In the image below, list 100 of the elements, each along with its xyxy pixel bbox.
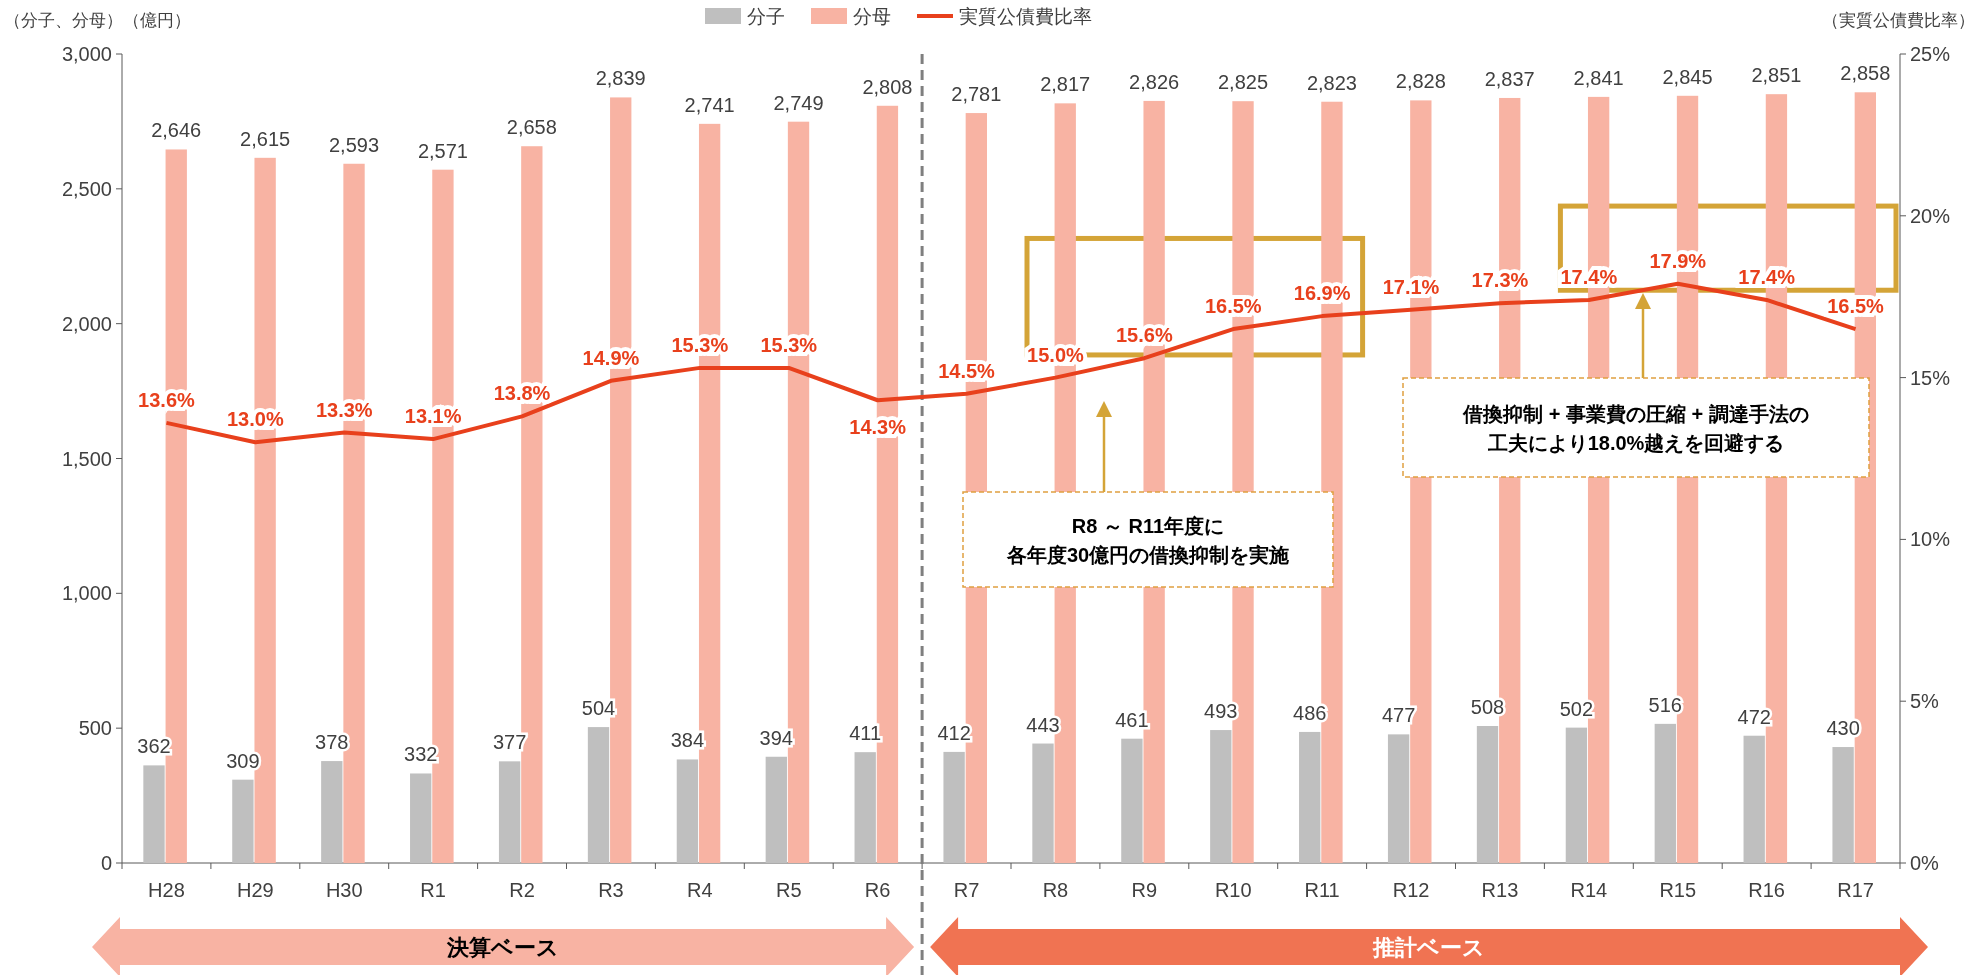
data-label: 516 [1648,693,1682,716]
data-label: 17.3% [1471,269,1529,292]
data-label: 2,845 [1662,65,1713,88]
bar [410,773,432,863]
data-label: 13.8% [493,382,551,405]
bar [1299,731,1321,863]
data-label: 2,615 [240,127,291,150]
data-label: 309 [226,749,260,772]
y2-tick-label: 15% [1910,366,1951,389]
y2-tick-label: 0% [1910,852,1940,874]
data-label: 16.9% [1293,282,1351,305]
x-tick-label: R13 [1481,879,1519,901]
data-label: 14.5% [938,359,996,382]
data-label: 332 [404,743,438,766]
x-tick-label: R12 [1392,879,1430,901]
bar [1032,743,1054,863]
data-label: 2,828 [1395,70,1446,93]
data-label: 2,749 [773,91,824,114]
x-tick-label: R7 [953,879,980,901]
x-tick-label: R14 [1570,879,1608,901]
bar [1476,726,1499,863]
data-label: 2,571 [417,139,468,162]
data-label: 493 [1204,700,1238,723]
y-tick-label: 1,000 [61,582,112,605]
x-tick-label: H29 [237,879,274,901]
bar [143,765,165,863]
x-tick-label: R16 [1748,879,1785,901]
x-tick-label: R1 [420,879,446,901]
y2-tick-label: 5% [1910,690,1940,713]
y2-tick-label: 20% [1910,204,1951,227]
data-label: 17.1% [1382,275,1440,298]
data-label: 377 [492,731,527,754]
data-label: 2,741 [684,93,735,116]
data-label: 502 [1559,697,1594,720]
data-label: 362 [137,735,171,758]
data-label: 486 [1293,701,1327,724]
data-label: 412 [937,721,971,744]
bar [498,761,521,863]
data-label: 2,593 [329,133,380,156]
bar [1121,738,1143,863]
x-tick-label: R10 [1214,879,1252,901]
data-label: 378 [315,731,349,754]
bar [943,751,965,863]
data-label: 411 [849,722,882,745]
data-label: 2,839 [595,67,646,90]
data-label: 430 [1826,717,1860,740]
bar [1743,735,1765,863]
x-tick-label: R9 [1131,879,1158,901]
data-label: 13.0% [226,408,284,431]
x-tick-label: R4 [687,879,713,901]
y-tick-label: 2,500 [61,177,112,200]
data-label: 17.4% [1738,265,1796,288]
y2-axis-title: （実質公債費比率） [1822,11,1975,30]
data-label: 2,781 [951,83,1002,106]
data-label: 2,825 [1218,71,1269,94]
y-axis-title: （分子、分母）（億円） [4,11,191,30]
data-label: 16.5% [1204,295,1262,318]
bar [854,752,876,863]
bar [587,727,610,863]
legend-label: 実質公債費比率 [959,6,1092,27]
data-label: 14.3% [849,416,907,439]
x-tick-label: R15 [1659,879,1697,901]
data-label: 13.6% [138,388,196,411]
data-label: 2,858 [1840,62,1891,85]
bar [1387,734,1410,863]
data-label: 16.5% [1827,295,1885,318]
bar [765,756,787,863]
x-tick-label: R6 [864,879,891,901]
data-label: 2,658 [506,116,557,139]
data-label: 477 [1381,704,1416,727]
y2-tick-label: 10% [1910,528,1951,551]
data-label: 2,826 [1129,70,1180,93]
y-tick-label: 0 [100,852,112,874]
data-label: 2,841 [1573,66,1624,89]
y2-tick-label: 25% [1910,43,1951,65]
bar [676,759,699,863]
x-tick-label: R5 [775,879,802,901]
data-label: 13.1% [404,405,462,428]
data-label: 384 [670,729,705,752]
bar [321,761,343,863]
legend-label: 分母 [853,6,891,27]
data-label: 17.9% [1649,249,1707,272]
bar [1565,727,1588,863]
bar [1832,747,1854,863]
y-tick-label: 3,000 [61,43,112,65]
data-label: 461 [1115,708,1149,731]
data-label: 2,817 [1040,73,1091,96]
bar [232,779,254,863]
x-tick-label: R11 [1304,879,1340,901]
x-tick-label: H28 [148,879,185,901]
y-tick-label: 2,000 [61,312,112,335]
data-label: 472 [1737,705,1771,728]
x-tick-label: R17 [1837,879,1874,901]
data-label: 394 [759,726,793,749]
annotation: 借換抑制 + 事業費の圧縮 + 調達手法の工夫により18.0%越えを回避する [1462,402,1809,455]
y-tick-label: 1,500 [61,447,112,470]
bar [1654,723,1676,863]
annotation: R8 ～ R11年度に各年度30億円の借換抑制を実施 [1005,514,1290,566]
x-tick-label: R3 [598,879,624,901]
data-label: 14.9% [582,346,640,369]
